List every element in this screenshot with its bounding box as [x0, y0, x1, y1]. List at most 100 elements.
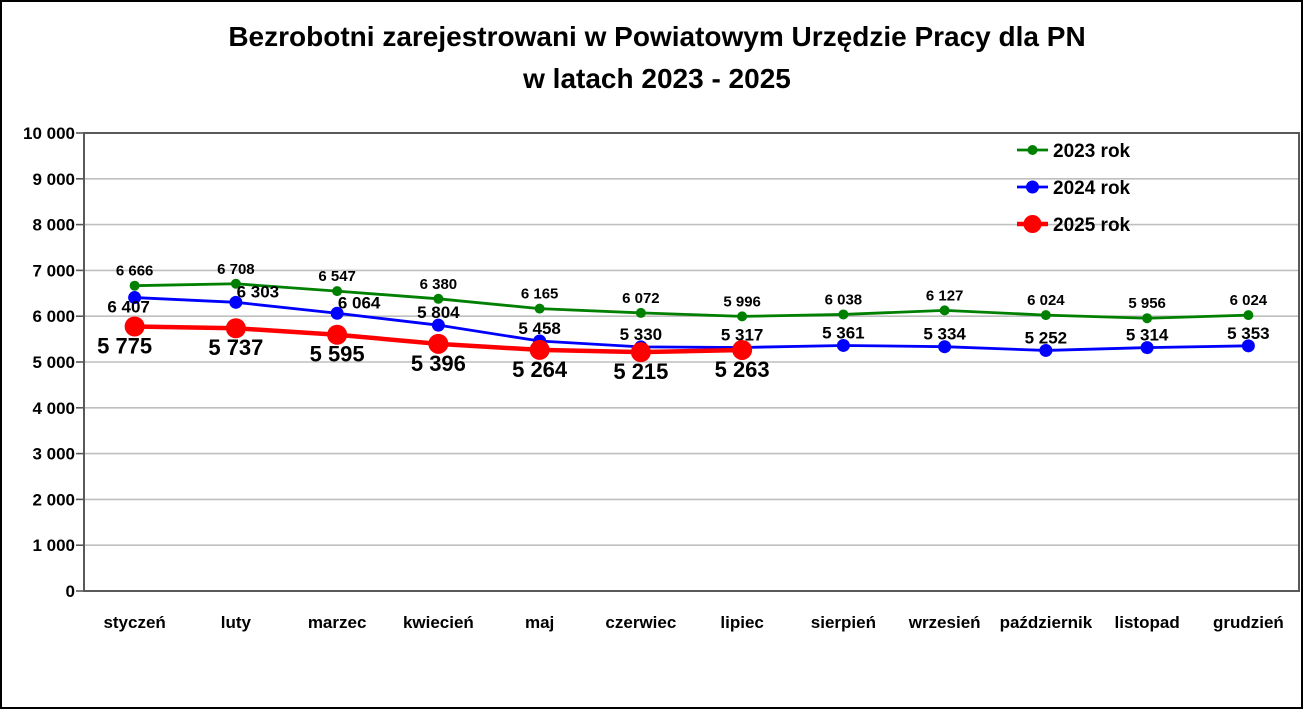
legend-marker-dot-2023-rok	[1027, 145, 1038, 155]
data-label-2023-rok: 6 165	[521, 286, 559, 303]
data-label-2025-rok: 5 775	[97, 334, 152, 359]
data-point-2023-rok	[939, 305, 950, 316]
data-point-2024-rok	[1039, 343, 1053, 357]
data-series: 6 666 6 708 6 547 6 380 6 165 6 072 5 996 6 038…	[97, 261, 1270, 384]
data-point-2024-rok	[330, 306, 344, 320]
data-point-2023-rok	[1243, 310, 1254, 321]
x-axis-label: grudzień	[1213, 613, 1284, 632]
x-axis-label: styczeń	[103, 613, 165, 632]
data-label-2023-rok: 6 708	[217, 261, 255, 278]
data-label-2024-rok: 6 407	[107, 298, 150, 317]
y-axis-tick-label: 2 000	[32, 490, 75, 509]
data-label-2024-rok: 5 458	[518, 319, 561, 338]
data-point-2025-rok	[529, 339, 550, 360]
data-point-2025-rok	[630, 342, 651, 363]
data-point-2024-rok	[229, 295, 243, 309]
data-point-2025-rok	[327, 324, 348, 345]
data-point-2025-rok	[225, 318, 246, 339]
data-point-2024-rok	[431, 318, 445, 332]
data-label-2024-rok: 5 334	[923, 325, 966, 344]
series-line-2023-rok	[134, 282, 1249, 320]
chart-title-line1: Bezrobotni zarejestrowani w Powiatowym U…	[228, 21, 1085, 52]
x-axis-label: luty	[221, 613, 252, 632]
data-point-2023-rok	[534, 303, 545, 314]
y-axis-tick-label: 8 000	[32, 216, 75, 235]
y-axis-tick-label: 1 000	[32, 536, 75, 555]
x-axis-label: październik	[1000, 613, 1093, 632]
legend-marker-dot-2024-rok	[1026, 180, 1039, 194]
data-point-2023-rok	[1142, 313, 1153, 324]
y-axis-tick-label: 10 000	[23, 124, 75, 143]
data-point-2023-rok	[635, 307, 646, 318]
data-point-2025-rok	[732, 339, 753, 360]
x-axis-label: maj	[525, 613, 554, 632]
data-label-2025-rok: 5 737	[208, 335, 263, 360]
x-axis-labels: styczeń luty marzec kwiecień maj czerwiec lipi…	[103, 613, 1283, 632]
y-axis-tick-label: 4 000	[32, 399, 75, 418]
x-axis-label: listopad	[1115, 613, 1180, 632]
data-label-2023-rok: 5 996	[723, 293, 761, 310]
data-label-2024-rok: 5 361	[822, 323, 865, 342]
x-axis-label: sierpień	[811, 613, 876, 632]
data-label-2024-rok: 5 314	[1126, 326, 1169, 345]
data-point-2025-rok	[428, 333, 449, 354]
legend: 2023 rok 2024 rok 2025 rok	[1017, 141, 1131, 236]
data-label-2023-rok: 6 666	[116, 263, 154, 280]
data-point-2024-rok	[128, 291, 142, 305]
legend-label-2023-rok: 2023 rok	[1053, 141, 1131, 162]
data-point-2024-rok	[938, 340, 952, 354]
data-label-2024-rok: 5 317	[721, 325, 764, 344]
gridlines	[84, 178, 1299, 547]
data-label-2023-rok: 6 024	[1230, 292, 1268, 309]
data-label-2023-rok: 6 127	[926, 287, 964, 304]
data-point-2023-rok	[1040, 310, 1051, 321]
legend-label-2025-rok: 2025 rok	[1053, 215, 1131, 236]
y-axis-tick-label: 7 000	[32, 261, 75, 280]
data-label-2023-rok: 6 024	[1027, 292, 1065, 309]
y-axis-tick-label: 5 000	[32, 353, 75, 372]
x-axis-label: czerwiec	[605, 613, 676, 632]
data-label-2023-rok: 6 380	[420, 276, 458, 293]
data-label-2025-rok: 5 264	[512, 357, 568, 382]
data-label-2024-rok: 5 353	[1227, 324, 1270, 343]
y-axis-tick-label: 3 000	[32, 445, 75, 464]
data-label-2024-rok: 5 252	[1025, 328, 1068, 347]
y-axis-tick-label: 9 000	[32, 170, 75, 189]
data-point-2025-rok	[124, 316, 145, 337]
legend-item-2024-rok: 2024 rok	[1017, 178, 1131, 199]
data-label-2024-rok: 6 303	[237, 282, 280, 301]
legend-label-2024-rok: 2024 rok	[1053, 178, 1131, 199]
data-point-2023-rok	[230, 278, 241, 289]
data-label-2025-rok: 5 215	[613, 359, 668, 384]
data-point-2024-rok	[836, 338, 850, 352]
x-axis-label: marzec	[308, 613, 367, 632]
series-2023-rok: 6 666 6 708 6 547 6 380 6 165 6 072 5 996 6 038…	[116, 261, 1268, 324]
x-axis-label: kwiecień	[403, 613, 474, 632]
data-label-2023-rok: 6 547	[318, 268, 356, 285]
y-axis-ticks	[76, 132, 84, 592]
data-label-2024-rok: 6 064	[338, 293, 381, 312]
data-point-2023-rok	[838, 309, 849, 320]
data-point-2023-rok	[737, 311, 748, 322]
data-point-2023-rok	[129, 280, 140, 291]
series-2024-rok: 6 407 6 303 6 064 5 804 5 458 5 330 5 317 5 361…	[107, 282, 1270, 357]
data-point-2023-rok	[332, 286, 343, 297]
data-label-2023-rok: 6 038	[825, 291, 863, 308]
data-label-2025-rok: 5 595	[310, 342, 365, 367]
data-label-2024-rok: 5 804	[417, 303, 460, 322]
x-axis-label: wrzesień	[908, 613, 981, 632]
y-axis-tick-label: 6 000	[32, 307, 75, 326]
data-label-2025-rok: 5 263	[715, 357, 770, 382]
y-axis-labels: 0 1 000 2 000 3 000 4 000 5 000 6 000 7 000 8 00…	[23, 124, 75, 601]
legend-marker-dot-2025-rok	[1023, 215, 1042, 233]
y-axis-tick-label: 0	[66, 582, 75, 601]
data-label-2023-rok: 5 956	[1128, 295, 1166, 312]
legend-item-2023-rok: 2023 rok	[1017, 141, 1131, 162]
legend-item-2025-rok: 2025 rok	[1017, 215, 1131, 236]
data-label-2025-rok: 5 396	[411, 351, 466, 376]
data-point-2024-rok	[1140, 341, 1154, 355]
data-label-2023-rok: 6 072	[622, 290, 660, 307]
data-point-2024-rok	[1241, 339, 1255, 353]
